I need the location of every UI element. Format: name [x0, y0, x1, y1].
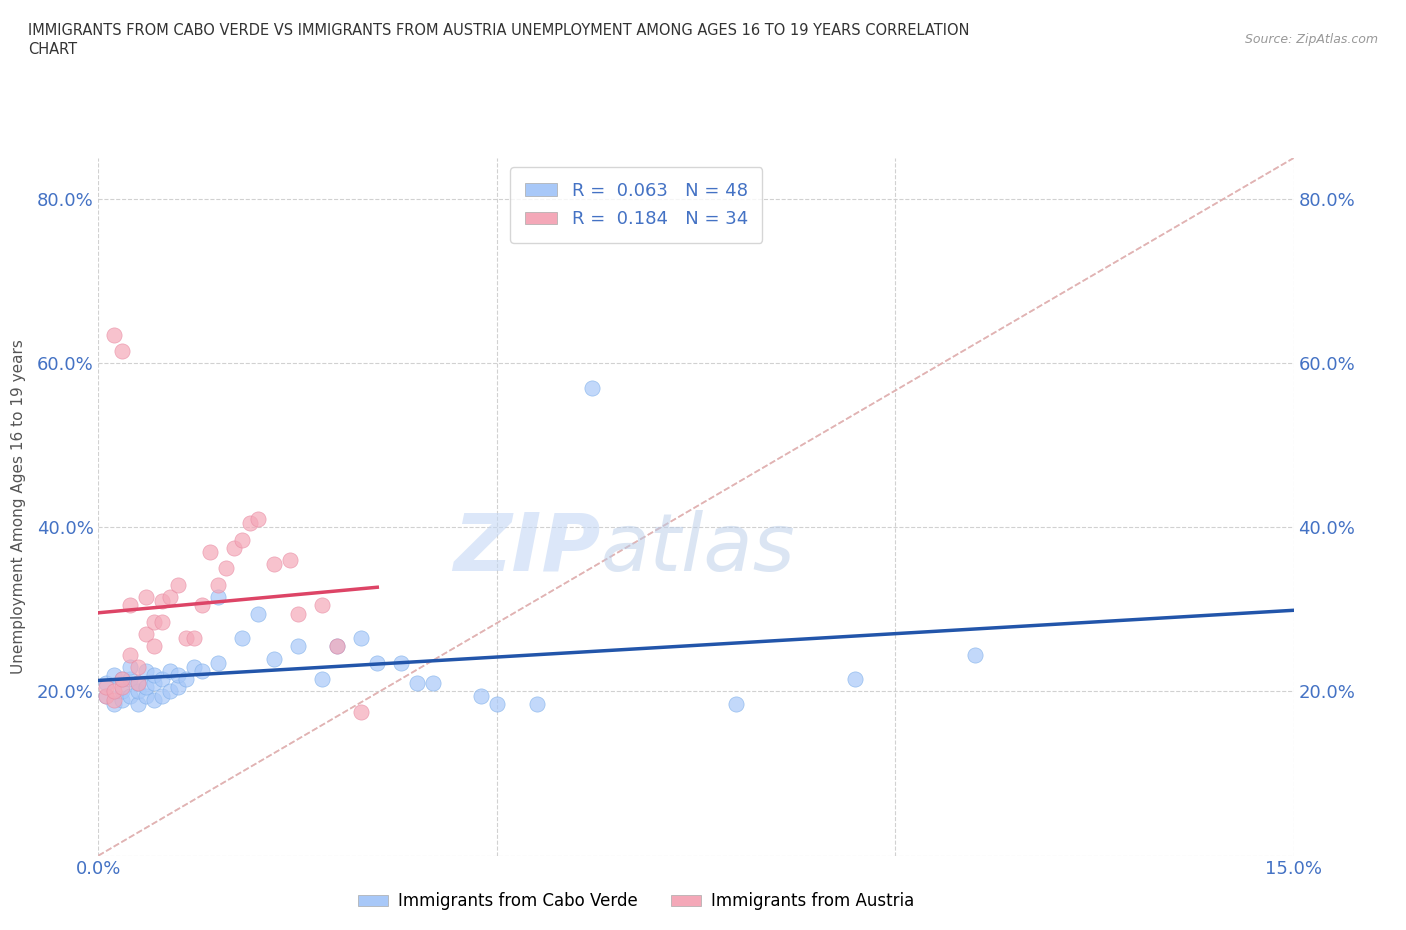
Point — [231, 532, 253, 547]
Point — [207, 590, 229, 604]
Point — [724, 697, 747, 711]
Point — [135, 680, 157, 695]
Point — [111, 692, 134, 707]
Point — [143, 692, 166, 707]
Point — [103, 327, 125, 342]
Point — [174, 631, 197, 645]
Point — [143, 615, 166, 630]
Point — [350, 631, 373, 645]
Point — [96, 688, 118, 703]
Point — [150, 671, 173, 686]
Point — [246, 512, 269, 526]
Point — [844, 671, 866, 686]
Point — [215, 561, 238, 576]
Point — [143, 668, 166, 683]
Point — [326, 639, 349, 654]
Point — [143, 639, 166, 654]
Point — [581, 380, 603, 395]
Point — [422, 676, 444, 691]
Point — [135, 663, 157, 678]
Point — [231, 631, 253, 645]
Point — [263, 651, 285, 666]
Point — [150, 615, 173, 630]
Point — [963, 647, 986, 662]
Point — [287, 639, 309, 654]
Point — [406, 676, 429, 691]
Text: ZIP: ZIP — [453, 510, 600, 588]
Point — [120, 647, 142, 662]
Point — [263, 557, 285, 572]
Point — [111, 680, 134, 695]
Point — [120, 671, 142, 686]
Point — [526, 697, 548, 711]
Point — [389, 656, 412, 671]
Point — [111, 343, 134, 358]
Point — [120, 598, 142, 613]
Point — [111, 684, 134, 699]
Point — [350, 705, 373, 720]
Point — [127, 676, 149, 691]
Point — [135, 688, 157, 703]
Point — [111, 671, 134, 686]
Point — [287, 606, 309, 621]
Point — [150, 688, 173, 703]
Point — [198, 545, 221, 560]
Point — [96, 680, 118, 695]
Point — [326, 639, 349, 654]
Point — [96, 676, 118, 691]
Legend: Immigrants from Cabo Verde, Immigrants from Austria: Immigrants from Cabo Verde, Immigrants f… — [352, 885, 921, 917]
Y-axis label: Unemployment Among Ages 16 to 19 years: Unemployment Among Ages 16 to 19 years — [11, 339, 25, 674]
Point — [183, 659, 205, 674]
Point — [96, 688, 118, 703]
Text: Source: ZipAtlas.com: Source: ZipAtlas.com — [1244, 33, 1378, 46]
Point — [127, 684, 149, 699]
Point — [143, 676, 166, 691]
Point — [159, 663, 181, 678]
Point — [159, 684, 181, 699]
Point — [103, 668, 125, 683]
Point — [366, 656, 388, 671]
Point — [470, 688, 492, 703]
Point — [167, 680, 190, 695]
Point — [207, 578, 229, 592]
Point — [485, 697, 508, 711]
Point — [127, 659, 149, 674]
Point — [135, 590, 157, 604]
Point — [103, 684, 125, 699]
Point — [207, 656, 229, 671]
Point — [167, 668, 190, 683]
Point — [167, 578, 190, 592]
Point — [191, 598, 214, 613]
Text: atlas: atlas — [600, 510, 796, 588]
Point — [103, 697, 125, 711]
Text: CHART: CHART — [28, 42, 77, 57]
Point — [311, 671, 333, 686]
Point — [183, 631, 205, 645]
Point — [120, 659, 142, 674]
Point — [174, 671, 197, 686]
Point — [246, 606, 269, 621]
Point — [127, 697, 149, 711]
Point — [150, 593, 173, 608]
Point — [135, 627, 157, 642]
Text: IMMIGRANTS FROM CABO VERDE VS IMMIGRANTS FROM AUSTRIA UNEMPLOYMENT AMONG AGES 16: IMMIGRANTS FROM CABO VERDE VS IMMIGRANTS… — [28, 23, 970, 38]
Point — [191, 663, 214, 678]
Point — [239, 516, 262, 531]
Point — [111, 671, 134, 686]
Point — [278, 552, 301, 567]
Point — [127, 676, 149, 691]
Point — [222, 540, 245, 555]
Point — [159, 590, 181, 604]
Point — [120, 688, 142, 703]
Point — [103, 692, 125, 707]
Point — [311, 598, 333, 613]
